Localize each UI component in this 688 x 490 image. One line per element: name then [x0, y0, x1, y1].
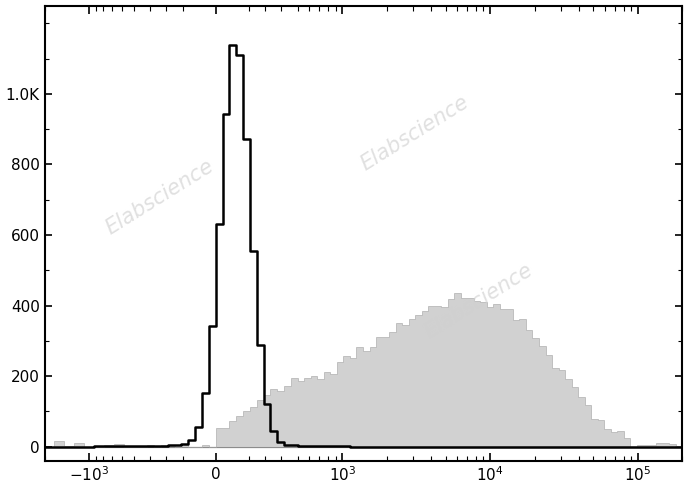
Text: Elabscience: Elabscience: [420, 260, 536, 343]
Polygon shape: [45, 293, 682, 447]
Text: Elabscience: Elabscience: [102, 155, 217, 238]
Text: Elabscience: Elabscience: [357, 92, 472, 174]
